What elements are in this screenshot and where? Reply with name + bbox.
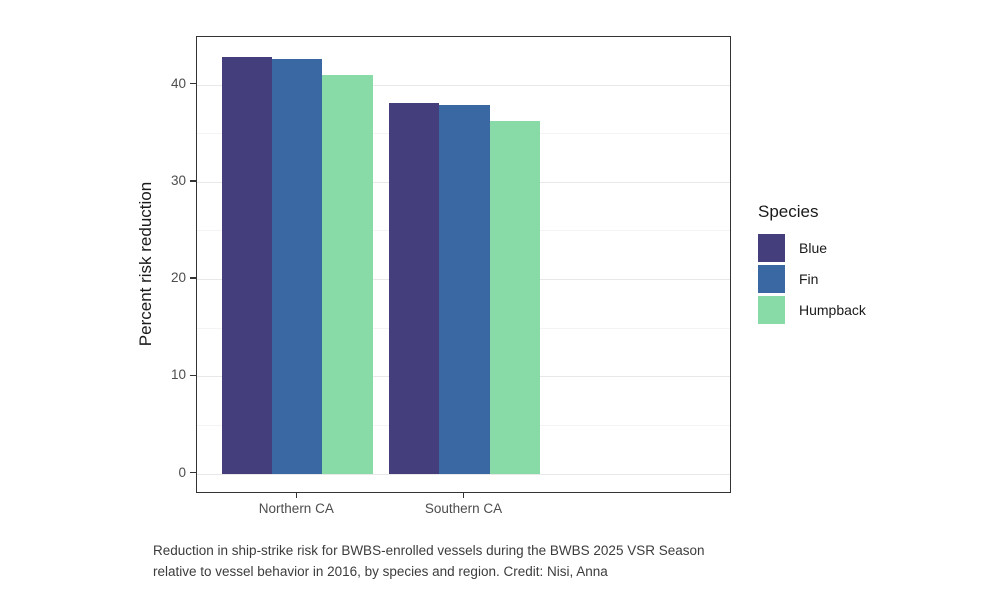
caption: Reduction in ship-strike risk for BWBS-e…	[153, 540, 705, 582]
x-tick-mark	[295, 493, 298, 498]
x-tick-mark	[462, 493, 465, 498]
legend-item-blue: Blue	[758, 234, 866, 262]
legend-label: Humpback	[799, 302, 866, 318]
y-tick-label: 40	[170, 75, 186, 91]
legend-label: Fin	[799, 271, 819, 287]
plot-panel	[196, 36, 731, 493]
caption-line-1: Reduction in ship-strike risk for BWBS-e…	[153, 543, 705, 558]
legend-swatch-fin	[758, 265, 785, 293]
y-tick-label: 30	[170, 172, 186, 188]
legend-items: Blue Fin Humpback	[758, 234, 866, 324]
bar-fin-northern-ca	[272, 59, 323, 474]
bar-fin-southern-ca	[439, 105, 490, 474]
y-tick-mark	[190, 82, 196, 85]
legend-label: Blue	[799, 240, 828, 256]
legend-item-fin: Fin	[758, 265, 866, 293]
y-tick-mark	[190, 471, 196, 474]
legend: Species Blue Fin Humpback	[758, 202, 866, 327]
bar-blue-southern-ca	[389, 103, 440, 474]
legend-title: Species	[758, 202, 819, 221]
bar-humpback-southern-ca	[489, 120, 540, 474]
bar-blue-northern-ca	[222, 57, 273, 474]
gridline-major	[197, 473, 730, 475]
x-tick-label: Northern CA	[258, 501, 334, 516]
y-tick-label: 10	[170, 367, 186, 383]
gridline-major	[197, 84, 730, 86]
x-tick-label: Southern CA	[424, 501, 503, 516]
y-tick-label: 0	[178, 464, 186, 480]
bar-humpback-northern-ca	[322, 74, 373, 474]
y-tick-mark	[190, 180, 196, 182]
legend-item-humpback: Humpback	[758, 296, 866, 324]
y-tick-mark	[190, 374, 196, 377]
y-tick-label: 20	[170, 270, 186, 286]
legend-swatch-blue	[758, 234, 785, 262]
y-tick-mark	[190, 277, 196, 279]
caption-line-2: relative to vessel behavior in 2016, by …	[153, 564, 608, 579]
y-axis-title: Percent risk reduction	[136, 181, 155, 347]
legend-swatch-humpback	[758, 296, 785, 324]
